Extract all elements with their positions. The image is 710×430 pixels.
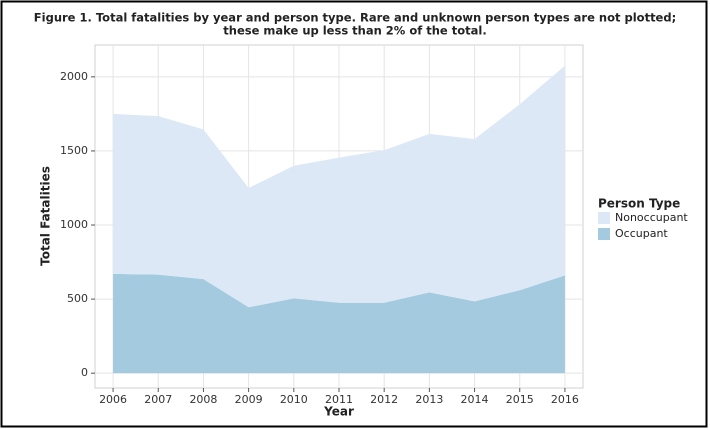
legend-swatch — [598, 228, 610, 240]
x-tick-label: 2015 — [506, 393, 534, 406]
legend-swatch — [598, 212, 610, 224]
y-tick-label: 2000 — [60, 70, 88, 83]
y-tick-label: 500 — [67, 292, 88, 305]
y-tick-label: 1000 — [60, 218, 88, 231]
x-tick-label: 2016 — [551, 393, 579, 406]
y-axis-label: Total Fatalities — [39, 166, 53, 266]
x-tick-label: 2009 — [235, 393, 263, 406]
x-tick-label: 2011 — [325, 393, 353, 406]
legend-label: Nonoccupant — [615, 211, 688, 224]
area — [113, 65, 565, 308]
x-tick-label: 2008 — [189, 393, 217, 406]
x-tick-label: 2014 — [461, 393, 489, 406]
x-axis-label: Year — [323, 405, 354, 419]
x-tick-label: 2010 — [280, 393, 308, 406]
x-tick-label: 2013 — [415, 393, 443, 406]
x-tick-label: 2006 — [99, 393, 127, 406]
legend-label: Occupant — [615, 227, 668, 240]
y-tick-label: 1500 — [60, 144, 88, 157]
area — [113, 273, 565, 374]
x-tick-label: 2012 — [370, 393, 398, 406]
y-tick-label: 0 — [81, 366, 88, 379]
legend-title: Person Type — [598, 197, 680, 211]
chart-title: Figure 1. Total fatalities by year and p… — [34, 11, 676, 25]
chart-title: these make up less than 2% of the total. — [223, 24, 486, 38]
x-tick-label: 2007 — [144, 393, 172, 406]
